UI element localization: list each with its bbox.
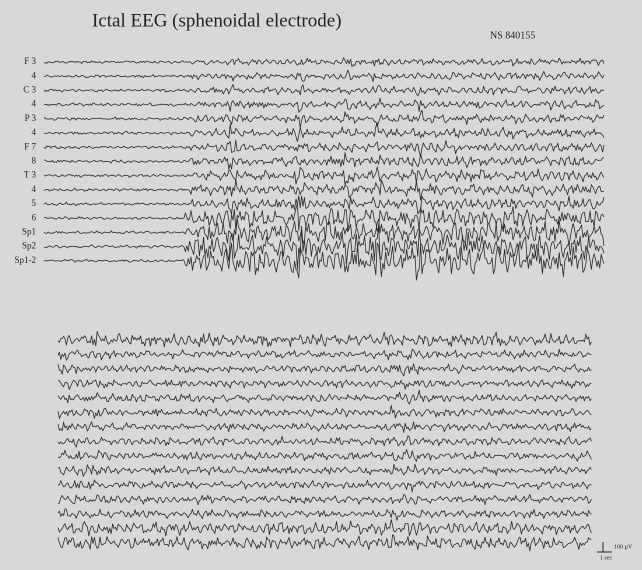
channel-label: C 3 — [23, 84, 36, 94]
channel-label: 4 — [32, 184, 37, 194]
channel-label: F 3 — [24, 56, 36, 66]
channel-label: Sp2 — [22, 241, 36, 251]
figure-title: Ictal EEG (sphenoidal electrode) — [92, 10, 342, 31]
scale-amplitude: 100 µV — [614, 544, 633, 550]
channel-label: T 3 — [24, 170, 37, 180]
scale-time: 1 sec — [600, 555, 612, 561]
eeg-figure: Ictal EEG (sphenoidal electrode) NS 8401… — [0, 0, 642, 570]
channel-label: 4 — [32, 70, 37, 80]
channel-label: F 7 — [24, 141, 36, 151]
channel-label: P 3 — [25, 113, 37, 123]
channel-label: 6 — [32, 212, 37, 222]
page: Ictal EEG (sphenoidal electrode) NS 8401… — [0, 0, 642, 570]
channel-label: Sp1 — [22, 226, 36, 236]
record-id: NS 840155 — [490, 30, 535, 41]
channel-label: 4 — [32, 99, 37, 109]
channel-label: Sp1-2 — [14, 255, 36, 265]
channel-label: 4 — [32, 127, 37, 137]
channel-label: 5 — [32, 198, 37, 208]
channel-label: 8 — [32, 155, 37, 165]
